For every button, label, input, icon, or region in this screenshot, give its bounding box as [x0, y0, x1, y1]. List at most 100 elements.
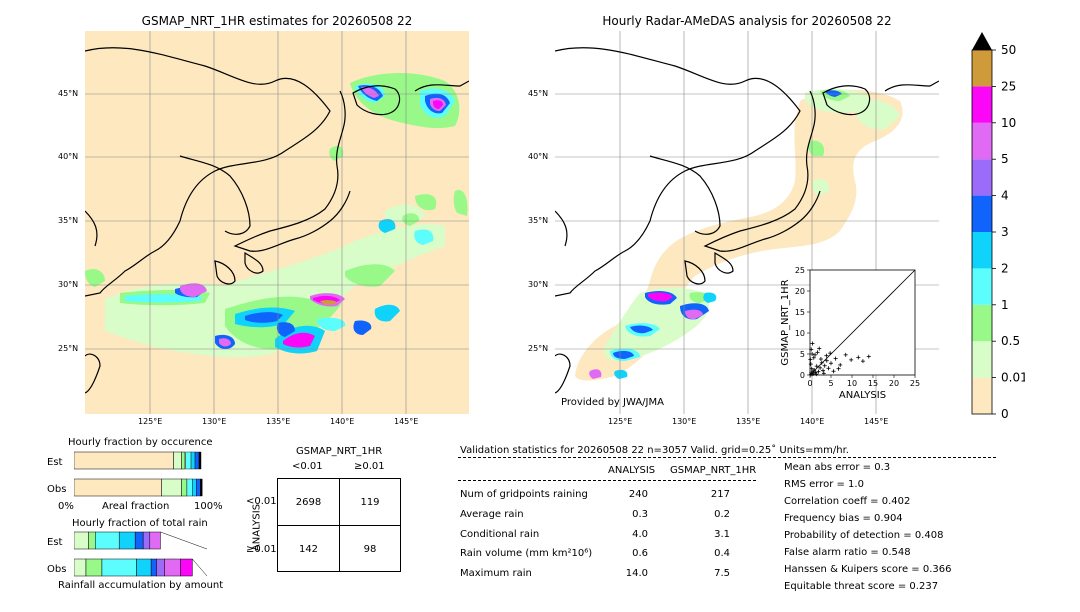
left-lon-label-125: 125°E [138, 417, 163, 426]
contingency-cell-1-1: 98 [363, 544, 377, 555]
colorbar-tick-label: 50 [1001, 43, 1016, 57]
colorbar-tick-label: 5 [1001, 152, 1009, 166]
scatter-x-tick-label: 0 [807, 379, 812, 388]
colorbar-segment [972, 232, 992, 269]
fraction-segment [173, 451, 182, 470]
stat-analysis-volume: 0.6 [632, 548, 648, 559]
scatter-point [814, 364, 819, 369]
score-hk: Hanssen & Kuipers score = 0.366 [784, 564, 952, 575]
scatter-point [813, 352, 818, 357]
scatter-point [849, 357, 854, 362]
colorbar-segment [972, 122, 992, 160]
validation-header: Validation statistics for 20260508 22 n=… [460, 445, 849, 456]
rain-fraction-obs-label: Obs [47, 564, 67, 575]
stat-label-gridpoints: Num of gridpoints raining [460, 489, 588, 500]
scatter-point [808, 362, 813, 367]
scatter-x-tick-label: 25 [910, 379, 920, 388]
colorbar-segment [972, 86, 992, 123]
scatter-point [810, 341, 815, 346]
occurrence-fraction-bars [74, 451, 203, 497]
fraction-segment [192, 478, 197, 497]
fraction-segment [118, 531, 136, 550]
right-map-title: Hourly Radar-AMeDAS analysis for 2026050… [602, 14, 892, 28]
colorbar-segment [972, 377, 992, 414]
scatter-x-tick-label: 10 [847, 379, 857, 388]
stat-analysis-maximum: 14.0 [625, 568, 648, 579]
scatter-point [831, 369, 836, 374]
stat-gsmap-maximum: 7.5 [714, 568, 730, 579]
left-map [85, 31, 469, 414]
colorbar-segment [972, 268, 992, 305]
contingency-cell-0-0: 2698 [295, 497, 322, 508]
scatter-y-tick-label: 10 [795, 329, 805, 338]
contingency-col-header-1: ≥0.01 [354, 461, 385, 472]
fraction-segment [74, 451, 174, 470]
contingency-title: GSMAP_NRT_1HR [296, 446, 383, 457]
colorbar-tick-label: 4 [1001, 189, 1009, 203]
scatter-diagonal [809, 269, 916, 376]
fraction-segment [85, 558, 103, 577]
rain-fraction-axis-label: Rainfall accumulation by amount [58, 580, 224, 591]
contingency-row-header-0: <0.01 [246, 496, 277, 507]
scatter-point [828, 351, 833, 356]
scatter-point [808, 357, 813, 362]
scatter-point [817, 346, 822, 351]
colorbar-segment [972, 50, 992, 87]
fraction-segment [74, 531, 89, 550]
left-lon-label-135: 135°E [266, 417, 291, 426]
scatter-plot: 0 5 10 15 20 25 0 5 10 15 20 25 ANALYSIS GSMAP_NRT_1H… [780, 266, 920, 401]
scatter-point [821, 368, 826, 373]
fraction-segment [95, 531, 120, 550]
contingency-table: 2698 119 142 98 [277, 478, 401, 572]
score-frequency-bias: Frequency bias = 0.904 [784, 513, 903, 524]
scatter-point [811, 371, 816, 376]
scatter-point [814, 372, 819, 377]
right-lon-label-130: 130°E [672, 417, 697, 426]
fraction-segment [198, 451, 202, 470]
fraction-segment [74, 478, 162, 497]
scatter-y-tick-label: 0 [800, 371, 805, 380]
fraction-segment [185, 451, 192, 470]
right-lat-label-35: 35°N [528, 216, 549, 225]
colorbar-tick-label: 10 [1001, 116, 1016, 130]
occurrence-axis-label: Areal fraction [102, 501, 170, 512]
scatter-x-axis-label: ANALYSIS [839, 390, 886, 401]
stat-analysis-gridpoints: 240 [628, 489, 648, 500]
rain-fraction-bars [74, 531, 208, 577]
colorbar: 0 0.01 0.5 1 2 3 4 5 10 25 50 [971, 32, 1025, 420]
right-lon-label-140: 140°E [800, 417, 825, 426]
score-mae: Mean abs error = 0.3 [784, 462, 891, 473]
stat-gsmap-gridpoints: 217 [710, 489, 730, 500]
validation-divider [458, 457, 996, 458]
occurrence-est-label: Est [47, 457, 63, 468]
scatter-point [811, 355, 816, 360]
occurrence-axis-max: 100% [194, 501, 223, 512]
right-lat-label-45: 45°N [528, 89, 549, 98]
scatter-point [821, 371, 826, 376]
colorbar-segment [972, 195, 992, 232]
stat-label-volume: Rain volume (mm km²10⁶) [460, 548, 593, 559]
fraction-segment [156, 558, 165, 577]
scatter-point [809, 347, 814, 352]
fraction-segment [190, 451, 196, 470]
colorbar-segment [972, 341, 992, 378]
scatter-point [816, 369, 821, 374]
rain-fraction-title: Hourly fraction of total rain [72, 518, 208, 529]
colorbar-tick-label: 1 [1001, 298, 1009, 312]
contingency-col-header-0: <0.01 [292, 461, 323, 472]
stat-label-maximum: Maximum rain [460, 568, 532, 579]
fraction-segment [142, 531, 151, 550]
left-map-title: GSMAP_NRT_1HR estimates for 20260508 22 [141, 14, 413, 28]
colorbar-segment [972, 159, 992, 196]
scatter-point [824, 358, 829, 363]
stat-analysis-conditional: 4.0 [632, 529, 648, 540]
scatter-x-tick-label: 20 [889, 379, 899, 388]
score-ets: Equitable threat score = 0.237 [784, 581, 939, 592]
right-map-coastline [555, 47, 939, 394]
contingency-cell-1-0: 142 [298, 544, 319, 555]
left-lat-label-30: 30°N [58, 280, 79, 289]
left-lon-label-140: 140°E [330, 417, 355, 426]
scatter-y-tick-label: 20 [795, 287, 805, 296]
scatter-point [818, 365, 823, 370]
colorbar-tick-label: 3 [1001, 225, 1009, 239]
